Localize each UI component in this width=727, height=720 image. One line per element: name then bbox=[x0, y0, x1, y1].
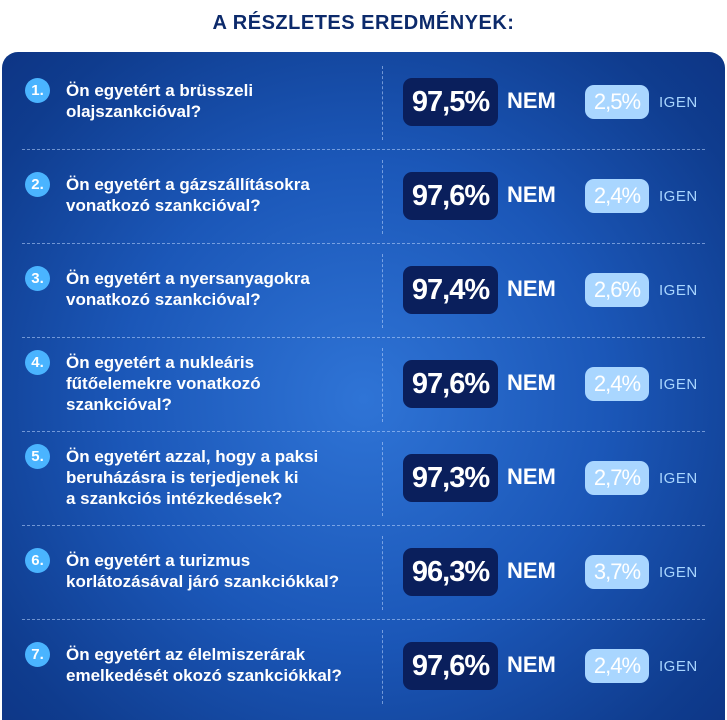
result-row: 2. Ön egyetért a gázszállításokra vonatk… bbox=[2, 150, 725, 244]
question-text: Ön egyetért azzal, hogy a paksi beruházá… bbox=[66, 447, 319, 508]
nem-percentage: 97,5% bbox=[403, 78, 498, 126]
result-row: 4. Ön egyetért a nukleáris fűtőelemekre … bbox=[2, 338, 725, 432]
result-row: 3. Ön egyetért a nyersanyagokra vonatkoz… bbox=[2, 244, 725, 338]
column-divider bbox=[382, 348, 383, 422]
igen-label: IGEN bbox=[659, 376, 698, 393]
igen-label: IGEN bbox=[659, 658, 698, 675]
row-divider bbox=[22, 431, 705, 432]
column-divider bbox=[382, 160, 383, 234]
igen-percentage: 2,6% bbox=[585, 273, 649, 307]
row-divider bbox=[22, 619, 705, 620]
igen-percentage: 2,4% bbox=[585, 367, 649, 401]
question-text: Ön egyetért a gázszállításokra vonatkozó… bbox=[66, 175, 310, 215]
question-number-badge: 4. bbox=[25, 350, 50, 375]
question-text: Ön egyetért a turizmus korlátozásával já… bbox=[66, 551, 340, 591]
nem-label: NEM bbox=[507, 276, 556, 301]
nem-label: NEM bbox=[507, 652, 556, 677]
result-row: 1. Ön egyetért a brüsszeli olajszankcióv… bbox=[2, 56, 725, 150]
igen-label: IGEN bbox=[659, 564, 698, 581]
column-divider bbox=[382, 442, 383, 516]
column-divider bbox=[382, 66, 383, 140]
nem-label: NEM bbox=[507, 464, 556, 489]
nem-percentage: 97,4% bbox=[403, 266, 498, 314]
nem-label: NEM bbox=[507, 182, 556, 207]
nem-percentage: 97,3% bbox=[403, 454, 498, 502]
result-row: 6. Ön egyetért a turizmus korlátozásával… bbox=[2, 526, 725, 620]
question-number-badge: 5. bbox=[25, 444, 50, 469]
nem-label: NEM bbox=[507, 370, 556, 395]
question-number-badge: 7. bbox=[25, 642, 50, 667]
column-divider bbox=[382, 630, 383, 704]
igen-percentage: 2,5% bbox=[585, 85, 649, 119]
question-number-badge: 2. bbox=[25, 172, 50, 197]
nem-percentage: 96,3% bbox=[403, 548, 498, 596]
question-text: Ön egyetért az élelmiszerárak emelkedésé… bbox=[66, 645, 342, 685]
igen-label: IGEN bbox=[659, 188, 698, 205]
nem-percentage: 97,6% bbox=[403, 360, 498, 408]
question-number-badge: 3. bbox=[25, 266, 50, 291]
results-panel: 1. Ön egyetért a brüsszeli olajszankcióv… bbox=[2, 52, 725, 720]
igen-percentage: 3,7% bbox=[585, 555, 649, 589]
result-row: 5. Ön egyetért azzal, hogy a paksi beruh… bbox=[2, 432, 725, 526]
question-text: Ön egyetért a nyersanyagokra vonatkozó s… bbox=[66, 269, 310, 309]
nem-percentage: 97,6% bbox=[403, 642, 498, 690]
question-number-badge: 1. bbox=[25, 78, 50, 103]
igen-percentage: 2,4% bbox=[585, 649, 649, 683]
igen-percentage: 2,4% bbox=[585, 179, 649, 213]
column-divider bbox=[382, 254, 383, 328]
igen-label: IGEN bbox=[659, 94, 698, 111]
page-title: A RÉSZLETES EREDMÉNYEK: bbox=[212, 12, 515, 34]
igen-label: IGEN bbox=[659, 470, 698, 487]
row-divider bbox=[22, 243, 705, 244]
row-divider bbox=[22, 525, 705, 526]
nem-percentage: 97,6% bbox=[403, 172, 498, 220]
igen-percentage: 2,7% bbox=[585, 461, 649, 495]
column-divider bbox=[382, 536, 383, 610]
result-row: 7. Ön egyetért az élelmiszerárak emelked… bbox=[2, 620, 725, 714]
question-text: Ön egyetért a nukleáris fűtőelemekre von… bbox=[66, 353, 261, 414]
question-text: Ön egyetért a brüsszeli olajszankcióval? bbox=[66, 81, 254, 121]
row-divider bbox=[22, 149, 705, 150]
question-number-badge: 6. bbox=[25, 548, 50, 573]
nem-label: NEM bbox=[507, 558, 556, 583]
igen-label: IGEN bbox=[659, 282, 698, 299]
nem-label: NEM bbox=[507, 88, 556, 113]
row-divider bbox=[22, 337, 705, 338]
